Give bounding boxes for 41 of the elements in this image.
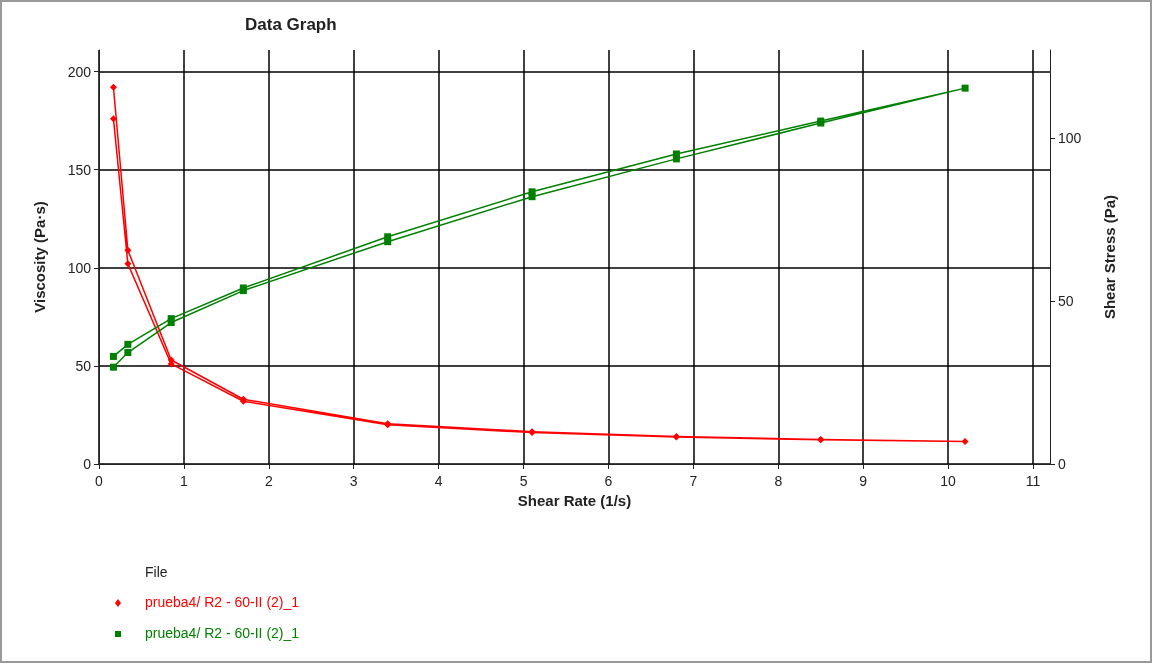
y2-axis-title: Shear Stress (Pa): [1101, 194, 1118, 320]
point: [109, 352, 117, 360]
point: [528, 193, 536, 201]
x-tick-label: 7: [689, 473, 698, 489]
y-axis-title: Viscosity (Pa·s): [31, 201, 48, 313]
point: [109, 115, 117, 123]
x-tick-label: 4: [434, 473, 443, 489]
legend-title: File: [145, 564, 168, 580]
y-tick-label: 150: [67, 161, 92, 178]
point: [384, 238, 392, 246]
point: [167, 319, 175, 327]
x-tick-label: 3: [349, 473, 358, 489]
x-tick-label: 5: [519, 473, 528, 489]
legend-label: prueba4/ R2 - 60-II (2)_1: [145, 594, 300, 610]
chart-title: Data Graph: [245, 15, 337, 34]
legend-label: prueba4/ R2 - 60-II (2)_1: [145, 625, 300, 641]
x-tick-label: 11: [1025, 473, 1041, 489]
x-tick-label: 2: [264, 473, 273, 489]
point: [124, 349, 132, 357]
y-tick-label: 0: [83, 456, 92, 472]
point: [124, 260, 132, 268]
x-tick-label: 0: [95, 473, 104, 489]
x-tick-label: 10: [940, 473, 957, 489]
x-tick-label: 1: [180, 473, 189, 489]
point: [109, 83, 117, 91]
point: [109, 363, 117, 371]
y-tick-label: 50: [75, 357, 92, 374]
point: [124, 340, 132, 348]
x-axis-title: Shear Rate (1/s): [517, 491, 632, 509]
y2-tick-label: 0: [1058, 456, 1066, 472]
x-tick-label: 6: [604, 473, 613, 489]
point: [961, 84, 969, 92]
point: [124, 246, 132, 254]
y-tick-label: 100: [67, 259, 92, 276]
point: [961, 437, 969, 445]
x-tick-label: 8: [774, 473, 783, 489]
y2-tick-label: 50: [1058, 293, 1074, 310]
point: [672, 155, 680, 163]
x-tick-label: 9: [859, 473, 868, 489]
y2-tick-label: 100: [1058, 130, 1082, 147]
y-tick-label: 200: [67, 63, 92, 80]
